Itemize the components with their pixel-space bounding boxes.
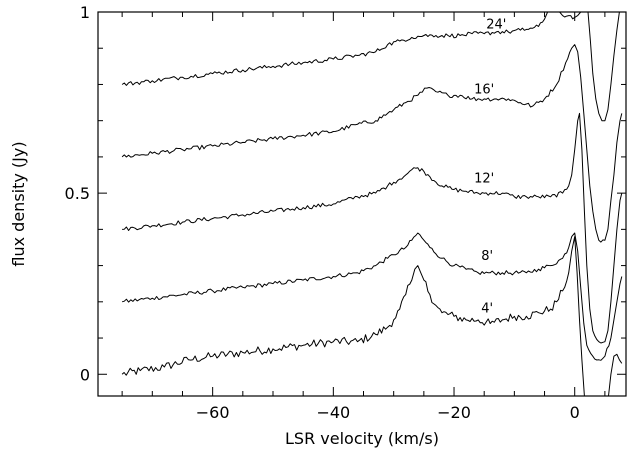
x-tick-label: 0	[570, 403, 580, 422]
y-axis-label: flux density (Jy)	[9, 141, 28, 266]
x-axis-label: LSR velocity (km/s)	[285, 429, 439, 448]
series-label: 8'	[481, 249, 493, 264]
series-label: 12'	[474, 171, 494, 186]
series-layer	[122, 12, 622, 396]
spectrum-line	[122, 12, 547, 85]
axis-tick-labels: −60 −40 −20 0 0 0.5 1	[65, 3, 580, 422]
x-tick-label: −40	[316, 403, 350, 422]
x-tick-label: −60	[196, 403, 230, 422]
series-label: 24'	[486, 17, 506, 32]
y-tick-label: 0.5	[65, 184, 90, 203]
spectrum-line	[560, 12, 581, 19]
series-label: 4'	[481, 302, 493, 317]
spectrum-line	[609, 354, 622, 396]
series-label: 16'	[474, 83, 494, 98]
spectrum-line	[122, 237, 584, 396]
series-labels: 4' 8' 12' 16' 24'	[474, 17, 506, 316]
spectrum-line	[588, 12, 619, 121]
spectrum-line	[122, 45, 622, 243]
x-tick-label: −20	[437, 403, 471, 422]
y-tick-label: 0	[80, 365, 90, 384]
y-tick-label: 1	[80, 3, 90, 22]
spectrum-line	[122, 233, 622, 360]
